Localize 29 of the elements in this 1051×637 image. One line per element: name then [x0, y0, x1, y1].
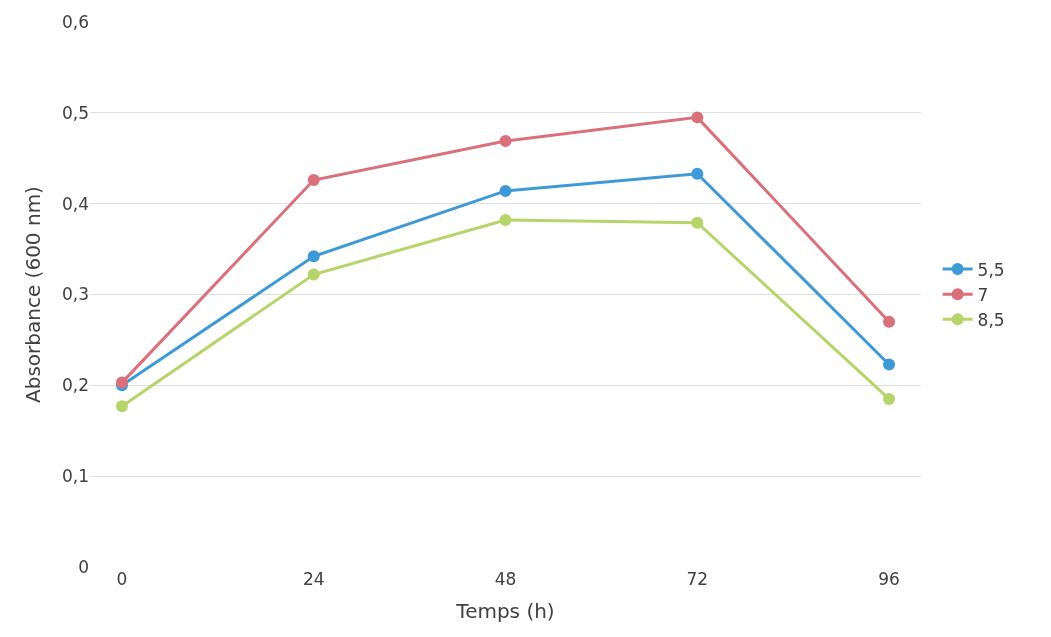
- y-tick-label: 0,6: [61, 11, 89, 32]
- y-tick-label: 0,2: [61, 375, 89, 396]
- y-tick-label: 0,5: [61, 102, 89, 123]
- y-axis-title: Absorbance (600 nm): [21, 186, 46, 403]
- legend-label: 7: [977, 284, 989, 305]
- point: [499, 184, 512, 197]
- legend-label: 5,5: [977, 259, 1005, 280]
- legend-label: 8,5: [977, 309, 1005, 330]
- point: [307, 250, 320, 263]
- point: [691, 216, 704, 229]
- y-tick-label: 0,1: [61, 466, 89, 487]
- x-tick-label: 0: [116, 569, 128, 589]
- point: [307, 268, 320, 281]
- x-tick-label: 48: [494, 569, 517, 589]
- point: [499, 214, 512, 227]
- point: [691, 111, 704, 124]
- point: [691, 167, 704, 180]
- point: [883, 315, 896, 328]
- point: [883, 358, 896, 371]
- point: [883, 392, 896, 405]
- x-tick-label: 96: [878, 569, 900, 589]
- x-tick-label: 72: [686, 569, 709, 589]
- point: [307, 174, 320, 187]
- point: [499, 134, 512, 147]
- y-tick-label: 0,4: [61, 193, 89, 214]
- y-tick-label: 0,3: [61, 284, 89, 305]
- x-axis-title: Temps (h): [455, 598, 555, 623]
- point: [115, 400, 128, 413]
- x-tick-label: 24: [302, 569, 325, 589]
